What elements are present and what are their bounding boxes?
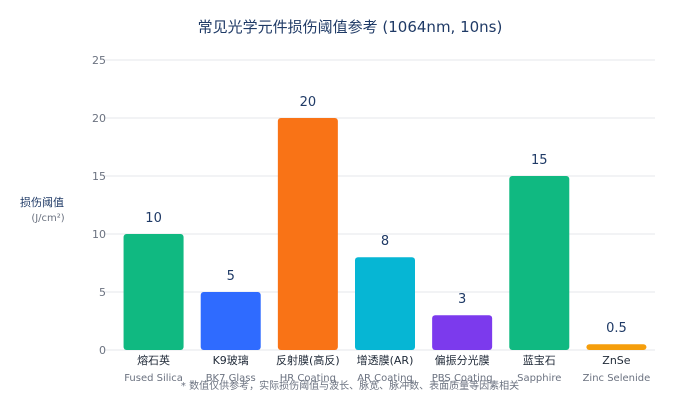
category-label: 熔石英 [137,353,170,367]
category-sublabel: BK7 Glass [206,373,256,384]
category-sublabel: Zinc Selenide [583,373,651,384]
category-sublabel: Fused Silica [124,373,183,384]
category-sublabel: Sapphire [517,373,561,384]
category-label: 反射膜(高反) [276,353,340,367]
category-sublabel: HR Coating [280,373,336,384]
bars [123,118,647,350]
y-tick-label: 10 [92,228,106,241]
y-tick-label: 25 [92,54,106,67]
data-label: 0.5 [606,321,627,336]
category-label: ZnSe [602,354,630,367]
bar [586,344,647,350]
data-label: 10 [145,211,162,226]
value-labels: 10 5 20 8 3 15 0.5 [145,95,626,336]
y-tick-label: 0 [99,344,106,357]
category-label: K9玻璃 [213,353,249,367]
category-sublabel: AR Coating [357,373,413,384]
bar [277,118,338,350]
category-label: 增透膜(AR) [357,353,414,367]
bar [355,257,415,350]
category-labels: 熔石英 Fused Silica K9玻璃 BK7 Glass 反射膜(高反) HR Co… [124,353,650,384]
y-tick-label: 15 [92,170,106,183]
footnote: * 数值仅供参考，实际损伤阈值与波长、脉宽、脉冲数、表面质量等因素相关 [181,379,519,392]
data-label: 5 [227,269,235,284]
category-label: 偏振分光膜 [435,353,490,367]
bar [509,176,570,350]
data-label: 3 [458,292,466,307]
data-label: 15 [531,153,548,168]
data-label: 20 [300,95,317,110]
category-sublabel: PBS Coating [432,373,493,384]
data-label: 8 [381,234,389,249]
y-tick-label: 20 [92,112,106,125]
y-axis-ticks: 0 5 10 15 20 25 [92,54,106,357]
y-axis-label: 损伤阈值 [20,195,64,209]
chart-title: 常见光学元件损伤阈值参考 (1064nm, 10ns) [198,18,503,36]
category-label: 蓝宝石 [523,353,556,367]
y-axis-unit: (J/cm²) [31,213,64,224]
bar [200,292,261,350]
bar [123,234,184,350]
y-tick-label: 5 [99,286,106,299]
bar [432,315,493,350]
